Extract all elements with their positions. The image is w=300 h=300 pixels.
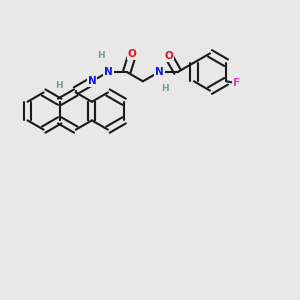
Text: H: H: [97, 51, 104, 60]
Text: N: N: [88, 76, 96, 86]
Text: H: H: [55, 80, 63, 89]
Text: N: N: [104, 67, 112, 77]
Text: O: O: [128, 49, 137, 59]
Text: O: O: [164, 51, 173, 61]
Text: H: H: [161, 84, 169, 93]
Text: N: N: [155, 67, 164, 77]
Text: F: F: [233, 78, 240, 88]
